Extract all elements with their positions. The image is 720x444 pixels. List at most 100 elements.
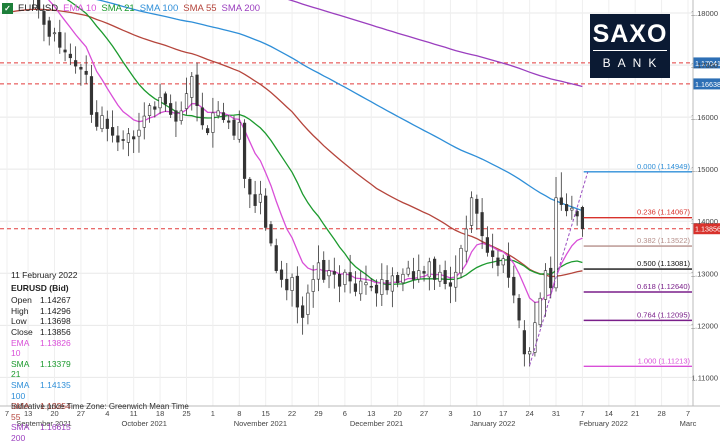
candle-body — [401, 274, 405, 284]
info-row: SMA 100 1.14135 — [11, 380, 77, 401]
candle-body — [42, 11, 46, 25]
fib-level-label: 1.000 (1.11213) — [638, 356, 691, 365]
candle-body — [575, 211, 579, 217]
candle-body — [570, 207, 574, 211]
candle-body — [353, 283, 358, 292]
y-tick-label: 1.14000 — [691, 217, 718, 226]
fibonacci-levels: 0.000 (1.14949) 0.236 (1.14067) 0.382 (1.1… — [529, 162, 692, 367]
x-tick-label: 7 — [5, 409, 9, 418]
candle-body — [58, 32, 62, 48]
candle-body — [533, 322, 537, 353]
candle-body — [475, 198, 479, 214]
info-value: 1.14296 — [40, 305, 71, 316]
candle-body — [232, 119, 236, 136]
legend-instrument: EURUSD — [18, 3, 59, 14]
candle-body — [174, 110, 178, 122]
info-value: 1.13826 — [40, 337, 71, 348]
candle-body — [538, 297, 542, 325]
info-rows: Open 1.14267 High 1.14296 Low 1.13698 Close 1.1… — [11, 295, 77, 443]
candle-body — [411, 271, 416, 280]
info-label: SMA 100 — [11, 379, 29, 401]
candle-body — [327, 270, 331, 277]
candle-body — [279, 269, 284, 280]
legend-item: SMA 200 — [221, 3, 261, 14]
info-value: 1.13254 — [40, 401, 71, 412]
info-row: Close 1.13856 — [11, 327, 77, 338]
candle-body — [221, 112, 226, 121]
candle-body — [559, 197, 563, 205]
x-tick-label: 7 — [686, 409, 690, 418]
info-label: SMA 200 — [11, 422, 29, 443]
candle-body — [248, 178, 252, 195]
x-month-label: October 2021 — [122, 419, 167, 428]
x-month-label: September 2021 — [16, 419, 71, 428]
candle-body — [290, 277, 294, 291]
candle-body — [522, 330, 526, 355]
candle-body — [169, 103, 173, 115]
info-value: 1.14267 — [40, 295, 71, 306]
candle-body — [74, 60, 78, 67]
y-tick-label: 1.13000 — [691, 269, 718, 278]
fib-level-label: 0.236 (1.14067) — [637, 208, 690, 217]
x-tick-label: 8 — [237, 409, 241, 418]
candle-body — [126, 133, 131, 143]
logo-line-1: SAXO — [592, 21, 668, 51]
candle-body — [316, 262, 321, 280]
x-tick-label: 27 — [420, 409, 428, 418]
y-tick-label: 1.16000 — [691, 113, 718, 122]
candle-body — [68, 53, 72, 59]
candle-body — [464, 228, 468, 252]
fib-trendline — [529, 172, 589, 366]
resistance-label-bg — [693, 57, 720, 69]
x-tick-label: 15 — [262, 409, 270, 418]
candle-body — [95, 112, 99, 127]
chart-legend: ✓ EURUSD EMA 10 SMA 21 SMA 100 SMA 55 SMA 20… — [2, 3, 260, 14]
info-date: 11 February 2022 — [11, 270, 78, 280]
x-tick-label: 11 — [130, 409, 138, 418]
price-chart[interactable]: 1.17041 1.16638 1.13856 0.000 (1.14949) 0.2… — [0, 0, 720, 428]
candle-body — [195, 74, 199, 106]
saxo-bank-logo: SAXO BANK — [590, 14, 670, 78]
info-label: High — [11, 305, 29, 316]
candle-body — [343, 271, 347, 285]
info-panel: 11 February 2022 EURUSD (Bid) Open 1.1426… — [11, 270, 77, 444]
candle-body — [491, 250, 495, 257]
current-price-label: 1.13856 — [695, 225, 720, 234]
candle-body — [332, 271, 336, 275]
legend-item: SMA 55 — [183, 3, 217, 14]
candle-body — [322, 259, 326, 280]
candle-body — [63, 49, 67, 53]
legend-item: SMA 100 — [139, 3, 179, 14]
x-axis: 7 13 20 27 4 11 18 25 1 8 15 22 29 6 13 20 27 3 10 17 24 31 7 1… — [0, 405, 720, 428]
x-month-label: Marc — [680, 419, 697, 428]
candle-body — [469, 197, 474, 226]
candle-body — [390, 275, 394, 292]
x-tick-label: 24 — [525, 409, 533, 418]
candle-body — [337, 273, 342, 287]
x-tick-label: 27 — [77, 409, 85, 418]
candle-body — [264, 195, 268, 228]
x-tick-label: 25 — [182, 409, 190, 418]
y-tick-label: 1.11000 — [691, 373, 718, 382]
candle-body — [528, 351, 532, 355]
x-tick-label: 18 — [156, 409, 164, 418]
candle-body — [301, 305, 305, 318]
resistance-label-bg — [693, 78, 720, 90]
candle-body — [258, 193, 262, 203]
candle-body — [480, 212, 484, 237]
x-month-label: January 2022 — [470, 419, 515, 428]
info-instrument: EURUSD (Bid) — [11, 282, 69, 293]
candle-body — [227, 120, 231, 123]
y-axis: 1.18000 1.17000 1.16000 1.15000 1.14000 1.130… — [691, 0, 718, 406]
candle-body — [153, 106, 157, 110]
ma-line-sma21 — [66, 0, 583, 286]
candle-body — [364, 282, 368, 286]
info-value: 1.13856 — [40, 326, 71, 337]
candle-body — [512, 276, 516, 296]
candle-body — [448, 282, 453, 287]
candle-body — [549, 267, 553, 289]
candle-body — [580, 207, 585, 230]
y-tick-label: 1.12000 — [691, 321, 718, 330]
candle-body — [506, 255, 511, 278]
moving-averages — [6, 0, 583, 304]
